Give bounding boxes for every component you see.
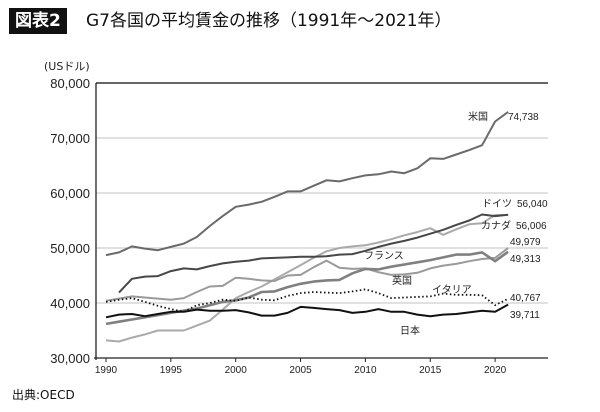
x-tick-label: 2000 xyxy=(225,365,248,376)
x-tick-label: 1990 xyxy=(95,365,118,376)
series-line-5 xyxy=(105,288,509,313)
series-end-value: 49,313 xyxy=(510,254,541,265)
x-tick-label: 2020 xyxy=(484,365,507,376)
x-tick-label: 2010 xyxy=(354,365,377,376)
series-name-label: 日本 xyxy=(400,324,420,337)
y-tick-label: 40,000 xyxy=(50,296,90,311)
series-name-label: イタリア xyxy=(432,284,472,296)
series-end-value: 49,979 xyxy=(510,237,541,248)
y-tick-label: 50,000 xyxy=(50,241,90,256)
series-line-1 xyxy=(118,213,509,294)
series-name-label: カナダ xyxy=(481,219,511,232)
series-end-value: 74,738 xyxy=(508,112,539,123)
series-line-2 xyxy=(105,214,509,343)
series-end-value: 39,711 xyxy=(510,310,540,321)
y-tick-label: 80,000 xyxy=(50,76,90,91)
series-name-label: 英国 xyxy=(392,274,412,287)
y-tick-label: 60,000 xyxy=(50,186,90,201)
source-note: 出典:OECD xyxy=(12,388,75,402)
series-name-label: 米国 xyxy=(468,110,488,123)
series-name-label: フランス xyxy=(364,250,404,262)
y-axis-unit: (USドル) xyxy=(44,60,90,73)
chart-title: G7各国の平均賃金の推移（1991年～2021年） xyxy=(86,11,452,31)
figure-badge: 図表2 xyxy=(9,8,67,34)
y-tick-label: 70,000 xyxy=(50,131,90,146)
y-tick-label: 30,000 xyxy=(50,351,90,366)
series-end-value: 40,767 xyxy=(510,293,541,304)
x-tick-label: 2015 xyxy=(419,365,442,376)
series-name-label: ドイツ xyxy=(482,199,512,210)
series-end-value: 56,006 xyxy=(516,221,547,232)
series-line-0 xyxy=(105,111,509,257)
x-tick-label: 2005 xyxy=(289,365,312,376)
x-tick-label: 1995 xyxy=(160,365,183,376)
series-line-6 xyxy=(105,303,509,319)
series-end-value: 56,040 xyxy=(517,199,548,210)
series-line-3 xyxy=(105,247,509,302)
